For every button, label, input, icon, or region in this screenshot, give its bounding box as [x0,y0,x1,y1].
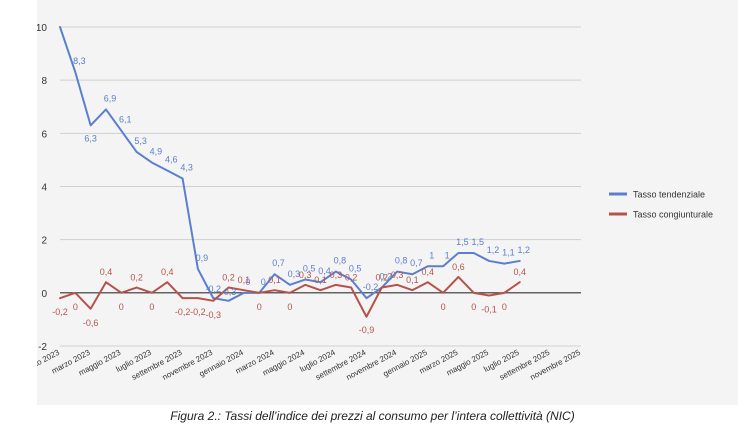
data-label: 0 [119,302,124,312]
tasso-congiunturale-line [59,275,521,318]
y-tick-label: 4 [41,183,47,194]
data-label: 6,3 [84,133,97,143]
data-label: 0 [471,302,476,312]
y-tick-label: 0 [41,289,47,300]
data-label: 0,3 [288,269,301,279]
data-label: -0,3 [221,287,237,297]
data-label: 0,4 [513,267,526,277]
data-label: 0,7 [410,258,423,268]
data-label: 0,3 [330,270,343,280]
data-label: 0,2 [345,273,358,283]
data-label: 0,6 [452,262,465,272]
data-label: 0 [441,302,446,312]
data-label: 0,2 [376,273,389,283]
data-label: 0,4 [422,267,435,277]
data-labels: 8,36,36,96,15,34,94,64,30,9-0,2 -0,30 00,7… [52,56,530,335]
data-label: 1,5 [456,237,469,247]
data-label: 1,2 [517,245,530,255]
data-label: 0,4 [100,267,113,277]
data-label: 0,2 [130,273,143,283]
data-label: 0 [502,302,507,312]
data-label: 0,7 [272,258,285,268]
data-label: 0,2 [222,273,235,283]
data-label: 0,1 [268,275,281,285]
legend-label: Tasso congiunturale [633,210,713,220]
data-label: 0,9 [196,253,209,263]
data-label: 0,4 [318,266,331,276]
data-label: 0 [149,302,154,312]
data-label: 8,3 [73,56,86,66]
data-label: 0,8 [334,256,347,266]
data-label: 0,8 [395,256,408,266]
data-label: 1 [445,250,450,260]
data-label: -0,2 [363,282,379,292]
data-label: 0 [261,277,266,287]
y-tick-label: 8 [41,76,47,87]
data-label: -0,3 [205,310,221,320]
data-label: 0,3 [299,270,312,280]
y-tick-label: 10 [37,23,47,34]
data-label: -0,2 [190,307,206,317]
data-label: 1,2 [487,245,500,255]
data-label: -0,2 [175,307,191,317]
tasso-tendenziale-line [59,26,521,302]
series [59,26,521,318]
data-label: 0 [245,277,250,287]
data-label: -0,2 [205,284,221,294]
data-label: 6,9 [104,93,117,103]
data-label: 0,4 [161,267,174,277]
data-label: -0,6 [83,318,99,328]
data-label: 5,3 [134,136,147,146]
data-label: 0,2 [380,272,393,282]
data-label: 0 [257,302,262,312]
data-label: 0,1 [314,275,327,285]
y-tick-label: -2 [38,342,47,353]
data-label: 0 [287,302,292,312]
data-label: 1,5 [471,237,484,247]
data-label: -0,1 [481,304,497,314]
gridlines [60,26,581,347]
data-label: -0,2 [52,307,68,317]
data-label: 4,3 [180,163,193,173]
data-label: 0,1 [238,275,251,285]
data-label: 4,9 [150,147,163,157]
figure-caption: Figura 2.: Tassi dell’indice dei prezzi … [170,409,575,423]
data-label: -0,9 [359,325,375,335]
data-label: 0,5 [349,264,362,274]
data-label: 0 [73,302,78,312]
y-axis: -2 0 2 4 6 8 10 [37,23,47,353]
legend-label: Tasso tendenziale [633,190,705,200]
data-label: 0,3 [391,270,404,280]
y-tick-label: 2 [41,236,47,247]
data-label: 1,1 [502,248,515,258]
data-label: 1 [429,250,434,260]
y-tick-label: 6 [41,129,47,140]
legend: Tasso tendenziale Tasso congiunturale [609,190,713,220]
data-label: 6,1 [119,115,132,125]
data-label: 4,6 [165,155,178,165]
data-label: 0,1 [406,275,419,285]
data-label: 0,5 [303,264,316,274]
chart-panel: -2 0 2 4 6 8 10 gennaio 2023 marzo 2023 maggio 2… [37,0,738,405]
